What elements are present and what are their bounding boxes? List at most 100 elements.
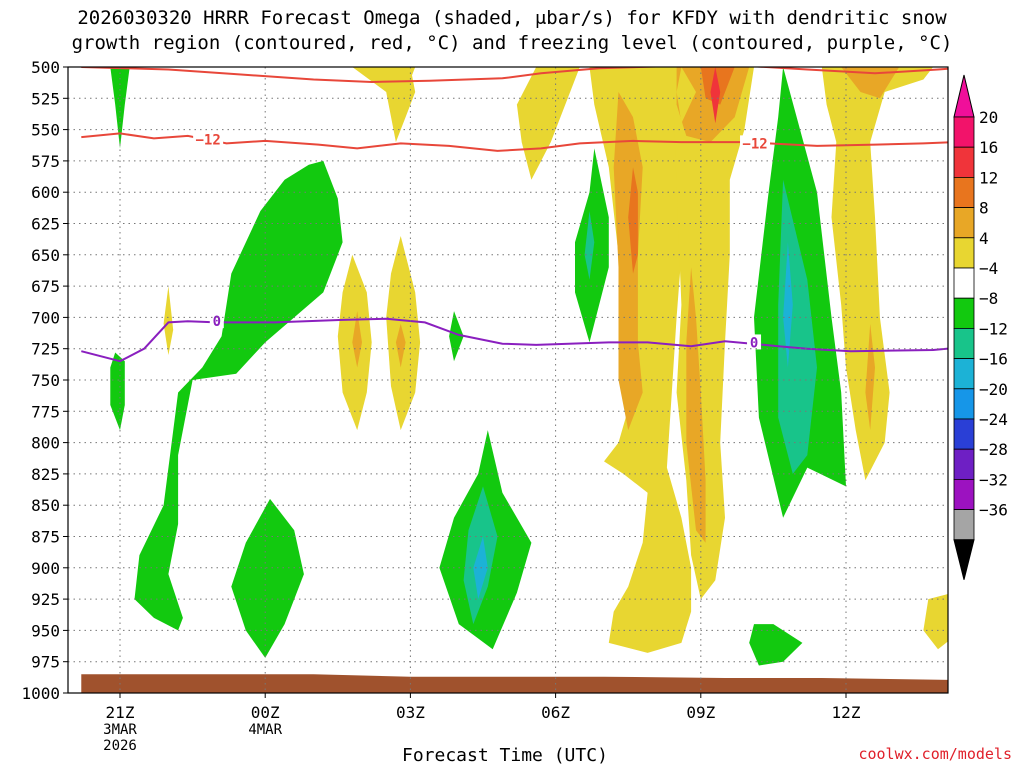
freezing-level-contour: [81, 317, 948, 363]
colorbar-bin: [953, 116, 975, 148]
ascent-region: [395, 323, 406, 368]
colorbar-label: 12: [979, 168, 998, 187]
title-line-2: growth region (contoured, red, °C) and f…: [71, 32, 953, 54]
colorbar-label: −4: [979, 259, 998, 278]
ground-surface: [81, 674, 948, 693]
y-tick-label: 775: [31, 402, 60, 421]
y-tick-label: 500: [31, 58, 60, 77]
colorbar-label: −8: [979, 289, 998, 308]
descent-region: [110, 352, 125, 431]
freezing-label-bg: [209, 313, 224, 329]
dgz-contour-label: −12: [195, 133, 220, 149]
colorbar-label: −12: [979, 319, 1008, 338]
credit-link[interactable]: coolwx.com/models: [858, 745, 1012, 763]
colorbar-label: −24: [979, 410, 1008, 429]
colorbar-bin: [953, 176, 975, 208]
x-tick-label: 03Z: [396, 703, 425, 722]
colorbar-bin: [953, 448, 975, 480]
y-tick-label: 725: [31, 340, 60, 359]
y-tick-label: 800: [31, 434, 60, 453]
y-tick-label: 1000: [21, 684, 60, 703]
colorbar-bin: [953, 509, 975, 541]
x-tick-label: 12Z: [832, 703, 861, 722]
ascent-region: [386, 236, 421, 431]
gridlines: [68, 66, 948, 694]
ascent-region: [841, 67, 900, 99]
y-tick-label: 650: [31, 246, 60, 265]
colorbar-bin: [953, 358, 975, 390]
ascent-region: [613, 92, 643, 431]
freezing-contour-label: 0: [213, 314, 221, 330]
y-tick-label: 675: [31, 277, 60, 296]
x-tick-label: 09Z: [686, 703, 715, 722]
colorbar-bin: [953, 267, 975, 299]
descent-region: [110, 67, 130, 149]
dgz-label-bg: [193, 131, 224, 147]
colorbar-label: −16: [979, 350, 1008, 369]
colorbar-label: 4: [979, 229, 989, 248]
ascent-region: [516, 67, 580, 180]
x-tick-label: 06Z: [541, 703, 570, 722]
colorbar-cap-bottom: [953, 539, 975, 580]
y-tick-label: 600: [31, 183, 60, 202]
plot-area: −12 −12 0 0 500 525 550 575 600 625 650 675 700 725 75…: [21, 58, 949, 754]
descent-region: [134, 160, 343, 631]
ascent-region: [710, 67, 721, 124]
y-tick-label: 575: [31, 152, 60, 171]
y-tick-label: 550: [31, 121, 60, 140]
ascent-region: [352, 311, 362, 368]
x-tick-sublabel: 3MAR: [103, 722, 137, 738]
y-tick-label: 750: [31, 371, 60, 390]
ascent-region: [628, 167, 638, 274]
colorbar-label: −28: [979, 440, 1008, 459]
y-tick-label: 925: [31, 590, 60, 609]
colorbar-bin: [953, 237, 975, 269]
y-tick-label: 850: [31, 496, 60, 515]
descent-region: [749, 624, 803, 666]
y-tick-label: 525: [31, 89, 60, 108]
y-tick-label: 975: [31, 653, 60, 672]
ascent-region: [821, 67, 934, 481]
descent-region: [449, 311, 464, 362]
ascent-region: [163, 286, 174, 355]
descent-region: [584, 211, 595, 280]
colorbar-bin: [953, 418, 975, 450]
title-line-1: 2026030320 HRRR Forecast Omega (shaded, …: [77, 7, 947, 29]
colorbar-bin: [953, 327, 975, 359]
colorbar-bin: [953, 146, 975, 178]
colorbar-label: 20: [979, 108, 998, 127]
colorbar-bin: [953, 388, 975, 420]
omega-shading: −12 −12 0 0: [81, 67, 948, 693]
freezing-label-bg: [747, 334, 762, 350]
ascent-region: [352, 67, 416, 143]
y-tick-label: 825: [31, 465, 60, 484]
x-axis-label: Forecast Time (UTC): [402, 745, 608, 766]
colorbar-bin: [953, 297, 975, 329]
x-tick-sublabel: 4MAR: [248, 722, 282, 738]
omega-colorbar: 20 16 12 8 4 −4 −8 −12 −16 −20 −24 −28 −32 −36: [953, 74, 1008, 580]
x-tick-label: 21Z: [106, 703, 135, 722]
freezing-contour-label: 0: [750, 335, 758, 351]
dgz-upper-contour: [81, 67, 948, 84]
colorbar-cap-top: [953, 74, 975, 118]
colorbar-label: 16: [979, 138, 998, 157]
colorbar-bin: [953, 207, 975, 239]
ascent-region: [923, 593, 948, 650]
y-tick-label: 625: [31, 215, 60, 234]
dgz-contour-label: −12: [742, 136, 767, 152]
colorbar-label: 8: [979, 199, 989, 218]
colorbar-bin: [953, 478, 975, 510]
colorbar-label: −36: [979, 501, 1008, 520]
colorbar-label: −32: [979, 470, 1008, 489]
chart-title: 2026030320 HRRR Forecast Omega (shaded, …: [0, 6, 1024, 56]
x-tick-sublabel: 2026: [103, 738, 137, 754]
x-tick-label: 00Z: [251, 703, 280, 722]
colorbar-label: −20: [979, 380, 1008, 399]
ascent-region: [676, 67, 696, 124]
y-tick-label: 900: [31, 559, 60, 578]
descent-region: [231, 498, 304, 658]
y-tick-label: 700: [31, 308, 60, 327]
y-tick-label: 950: [31, 621, 60, 640]
y-tick-label: 875: [31, 528, 60, 547]
